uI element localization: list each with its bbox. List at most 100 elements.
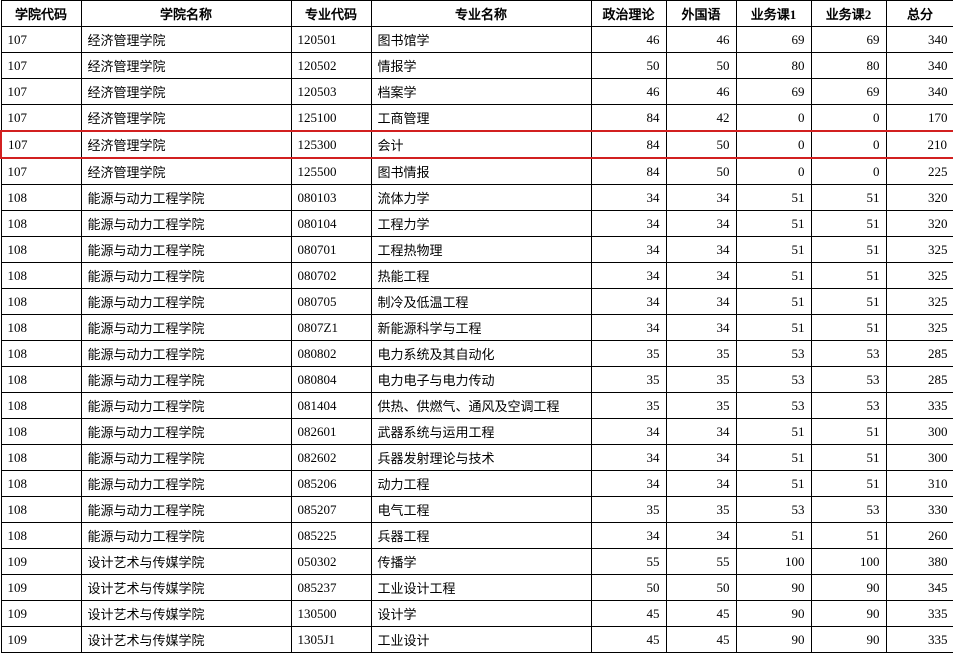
table-cell: 080104 bbox=[291, 211, 371, 237]
table-cell: 51 bbox=[736, 471, 811, 497]
table-cell: 320 bbox=[886, 211, 953, 237]
table-cell: 109 bbox=[1, 575, 81, 601]
table-row: 108能源与动力工程学院081404供热、供燃气、通风及空调工程35355353… bbox=[1, 393, 953, 419]
table-cell: 69 bbox=[736, 79, 811, 105]
table-cell: 107 bbox=[1, 158, 81, 185]
table-row: 108能源与动力工程学院082601武器系统与运用工程34345151300 bbox=[1, 419, 953, 445]
table-cell: 46 bbox=[591, 27, 666, 53]
table-row: 108能源与动力工程学院080104工程力学34345151320 bbox=[1, 211, 953, 237]
table-cell: 50 bbox=[666, 131, 736, 158]
table-cell: 能源与动力工程学院 bbox=[81, 341, 291, 367]
table-cell: 34 bbox=[591, 419, 666, 445]
table-cell: 108 bbox=[1, 445, 81, 471]
table-cell: 档案学 bbox=[371, 79, 591, 105]
table-cell: 供热、供燃气、通风及空调工程 bbox=[371, 393, 591, 419]
table-cell: 55 bbox=[591, 549, 666, 575]
table-cell: 1305J1 bbox=[291, 627, 371, 653]
table-cell: 经济管理学院 bbox=[81, 53, 291, 79]
table-cell: 340 bbox=[886, 79, 953, 105]
table-cell: 51 bbox=[811, 263, 886, 289]
table-cell: 085207 bbox=[291, 497, 371, 523]
table-cell: 108 bbox=[1, 367, 81, 393]
table-cell: 53 bbox=[811, 367, 886, 393]
table-cell: 设计艺术与传媒学院 bbox=[81, 575, 291, 601]
table-cell: 34 bbox=[666, 185, 736, 211]
table-cell: 285 bbox=[886, 341, 953, 367]
table-cell: 335 bbox=[886, 627, 953, 653]
table-cell: 51 bbox=[736, 185, 811, 211]
table-cell: 109 bbox=[1, 549, 81, 575]
table-cell: 125300 bbox=[291, 131, 371, 158]
table-cell: 45 bbox=[666, 627, 736, 653]
table-cell: 51 bbox=[736, 419, 811, 445]
table-cell: 107 bbox=[1, 131, 81, 158]
table-row: 107经济管理学院125500图书情报845000225 bbox=[1, 158, 953, 185]
table-cell: 流体力学 bbox=[371, 185, 591, 211]
table-cell: 84 bbox=[591, 158, 666, 185]
table-cell: 34 bbox=[591, 445, 666, 471]
table-cell: 109 bbox=[1, 627, 81, 653]
table-cell: 125500 bbox=[291, 158, 371, 185]
table-cell: 120502 bbox=[291, 53, 371, 79]
table-cell: 设计艺术与传媒学院 bbox=[81, 601, 291, 627]
table-cell: 0 bbox=[736, 158, 811, 185]
table-cell: 35 bbox=[591, 367, 666, 393]
table-cell: 081404 bbox=[291, 393, 371, 419]
table-cell: 0 bbox=[811, 158, 886, 185]
table-cell: 380 bbox=[886, 549, 953, 575]
table-cell: 080802 bbox=[291, 341, 371, 367]
table-cell: 51 bbox=[811, 315, 886, 341]
col-header: 政治理论 bbox=[591, 1, 666, 27]
table-cell: 45 bbox=[666, 601, 736, 627]
table-cell: 34 bbox=[591, 289, 666, 315]
table-row: 108能源与动力工程学院080804电力电子与电力传动35355353285 bbox=[1, 367, 953, 393]
table-cell: 工业设计工程 bbox=[371, 575, 591, 601]
table-cell: 工业设计 bbox=[371, 627, 591, 653]
table-cell: 320 bbox=[886, 185, 953, 211]
table-cell: 108 bbox=[1, 393, 81, 419]
table-body: 107经济管理学院120501图书馆学46466969340107经济管理学院1… bbox=[1, 27, 953, 653]
table-cell: 69 bbox=[811, 27, 886, 53]
table-cell: 108 bbox=[1, 497, 81, 523]
table-cell: 能源与动力工程学院 bbox=[81, 419, 291, 445]
table-cell: 260 bbox=[886, 523, 953, 549]
table-row: 108能源与动力工程学院082602兵器发射理论与技术34345151300 bbox=[1, 445, 953, 471]
table-cell: 工商管理 bbox=[371, 105, 591, 132]
table-row: 108能源与动力工程学院080701工程热物理34345151325 bbox=[1, 237, 953, 263]
table-cell: 330 bbox=[886, 497, 953, 523]
table-cell: 34 bbox=[666, 237, 736, 263]
table-cell: 34 bbox=[591, 523, 666, 549]
table-cell: 51 bbox=[811, 211, 886, 237]
table-cell: 51 bbox=[811, 289, 886, 315]
table-cell: 51 bbox=[736, 315, 811, 341]
table-cell: 100 bbox=[811, 549, 886, 575]
table-cell: 51 bbox=[811, 445, 886, 471]
table-cell: 109 bbox=[1, 601, 81, 627]
table-row: 107经济管理学院125100工商管理844200170 bbox=[1, 105, 953, 132]
table-cell: 经济管理学院 bbox=[81, 131, 291, 158]
table-cell: 80 bbox=[811, 53, 886, 79]
table-cell: 经济管理学院 bbox=[81, 105, 291, 132]
table-cell: 经济管理学院 bbox=[81, 79, 291, 105]
table-cell: 34 bbox=[591, 211, 666, 237]
table-cell: 0 bbox=[811, 105, 886, 132]
table-cell: 107 bbox=[1, 53, 81, 79]
table-cell: 50 bbox=[591, 575, 666, 601]
table-cell: 51 bbox=[811, 419, 886, 445]
table-cell: 34 bbox=[591, 237, 666, 263]
table-cell: 50 bbox=[591, 53, 666, 79]
table-cell: 080702 bbox=[291, 263, 371, 289]
table-cell: 108 bbox=[1, 419, 81, 445]
table-cell: 51 bbox=[736, 289, 811, 315]
table-cell: 080705 bbox=[291, 289, 371, 315]
table-cell: 35 bbox=[591, 341, 666, 367]
table-cell: 34 bbox=[666, 315, 736, 341]
table-cell: 310 bbox=[886, 471, 953, 497]
table-cell: 新能源科学与工程 bbox=[371, 315, 591, 341]
table-cell: 53 bbox=[736, 497, 811, 523]
col-header: 业务课2 bbox=[811, 1, 886, 27]
table-cell: 能源与动力工程学院 bbox=[81, 211, 291, 237]
table-cell: 51 bbox=[811, 237, 886, 263]
table-cell: 51 bbox=[811, 523, 886, 549]
table-cell: 170 bbox=[886, 105, 953, 132]
